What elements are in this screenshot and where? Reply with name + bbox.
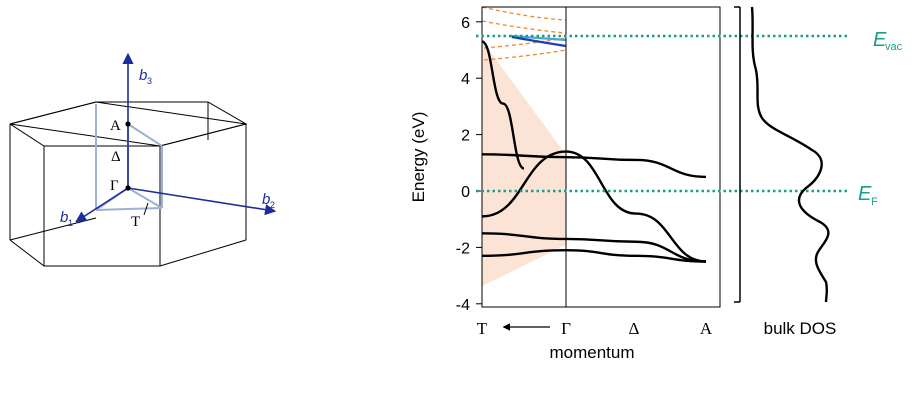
projected-bulk-region bbox=[482, 40, 566, 286]
y-tick-label: 0 bbox=[461, 184, 470, 201]
b2-axis bbox=[127, 187, 277, 216]
label-b2: b bbox=[262, 191, 270, 208]
bz-bottom-back bbox=[9, 217, 97, 241]
y-tick-label: 6 bbox=[461, 15, 470, 32]
label-b2-sub: 2 bbox=[270, 200, 275, 210]
plot-frame bbox=[481, 6, 721, 308]
bz-bottom-face bbox=[9, 239, 247, 267]
band-line-5 bbox=[481, 249, 707, 263]
xtick-A: A bbox=[700, 319, 713, 338]
label-A: A bbox=[110, 118, 121, 134]
xtick-Gamma: Γ bbox=[561, 319, 571, 338]
band-line-2 bbox=[481, 153, 707, 179]
label-b3: b bbox=[139, 67, 147, 84]
dos-label: bulk DOS bbox=[764, 319, 837, 338]
evac-sub: vac bbox=[885, 41, 903, 53]
band-line-4 bbox=[481, 232, 707, 263]
xtick-T: T bbox=[477, 319, 488, 338]
ef-sub: F bbox=[871, 196, 878, 208]
y-tick-label: 2 bbox=[461, 128, 470, 145]
image-states bbox=[481, 6, 567, 61]
band-line-3 bbox=[481, 150, 707, 263]
symmetry-path bbox=[95, 104, 163, 211]
x-axis-label: momentum bbox=[549, 343, 634, 362]
y-axis-ticks: 6 4 2 0 -2 -4 bbox=[456, 15, 482, 314]
label-Gamma: Γ bbox=[110, 178, 119, 194]
point-Gamma-dot bbox=[125, 185, 131, 191]
y-tick-label: -4 bbox=[456, 297, 470, 314]
point-A-dot bbox=[125, 121, 131, 127]
ef-label: E bbox=[858, 183, 872, 205]
label-T: T bbox=[131, 214, 140, 230]
surface-states-blue bbox=[509, 34, 567, 48]
dos-panel: bulk DOS bbox=[734, 6, 837, 338]
y-axis-label: Energy (eV) bbox=[409, 112, 428, 203]
y-tick-label: -2 bbox=[456, 240, 470, 257]
evac-label: E bbox=[873, 29, 887, 51]
label-b3-sub: 3 bbox=[147, 76, 152, 86]
dos-curve bbox=[750, 6, 830, 303]
xtick-Delta: Δ bbox=[629, 319, 640, 338]
bands bbox=[481, 40, 707, 263]
label-b1: b bbox=[60, 209, 68, 226]
y-tick-label: 4 bbox=[461, 71, 470, 88]
T-pointer bbox=[143, 202, 149, 216]
label-Delta: Δ bbox=[111, 149, 121, 165]
bz-labels: b 3 b 2 b 1 A Δ Γ T bbox=[60, 67, 275, 230]
label-b1-sub: 1 bbox=[68, 218, 73, 228]
b1-axis bbox=[75, 187, 129, 223]
